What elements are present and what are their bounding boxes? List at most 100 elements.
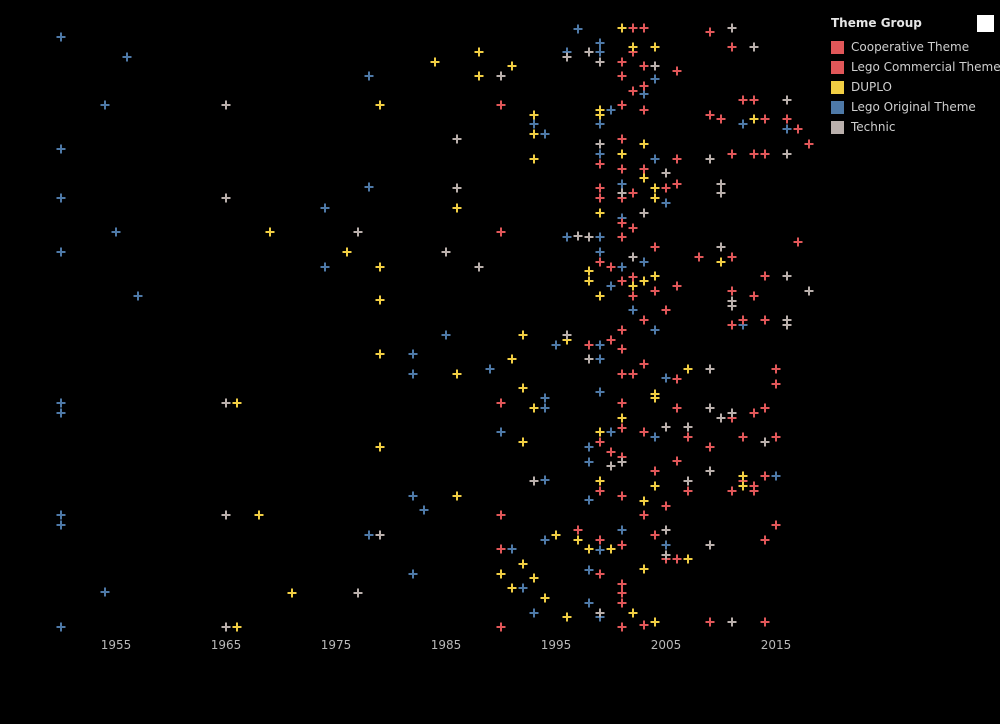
data-point[interactable]: [584, 442, 594, 452]
data-point[interactable]: [672, 456, 682, 466]
data-point[interactable]: [584, 232, 594, 242]
data-point[interactable]: [452, 491, 462, 501]
data-point[interactable]: [617, 369, 627, 379]
data-point[interactable]: [56, 144, 66, 154]
data-point[interactable]: [595, 159, 605, 169]
data-point[interactable]: [628, 223, 638, 233]
data-point[interactable]: [628, 86, 638, 96]
data-point[interactable]: [661, 540, 671, 550]
data-point[interactable]: [672, 554, 682, 564]
legend-item[interactable]: DUPLO: [831, 77, 996, 97]
data-point[interactable]: [584, 276, 594, 286]
data-point[interactable]: [661, 525, 671, 535]
data-point[interactable]: [650, 617, 660, 627]
data-point[interactable]: [782, 95, 792, 105]
data-point[interactable]: [595, 47, 605, 57]
data-point[interactable]: [661, 373, 671, 383]
data-point[interactable]: [529, 573, 539, 583]
data-point[interactable]: [749, 291, 759, 301]
data-point[interactable]: [661, 183, 671, 193]
data-point[interactable]: [639, 315, 649, 325]
data-point[interactable]: [320, 203, 330, 213]
data-point[interactable]: [716, 114, 726, 124]
data-point[interactable]: [518, 330, 528, 340]
data-point[interactable]: [639, 510, 649, 520]
data-point[interactable]: [595, 208, 605, 218]
data-point[interactable]: [562, 330, 572, 340]
data-point[interactable]: [628, 23, 638, 33]
data-point[interactable]: [639, 23, 649, 33]
data-point[interactable]: [573, 24, 583, 34]
data-point[interactable]: [529, 119, 539, 129]
data-point[interactable]: [100, 100, 110, 110]
data-point[interactable]: [639, 139, 649, 149]
data-point[interactable]: [639, 105, 649, 115]
data-point[interactable]: [496, 398, 506, 408]
data-point[interactable]: [793, 124, 803, 134]
data-point[interactable]: [738, 315, 748, 325]
data-point[interactable]: [353, 227, 363, 237]
data-point[interactable]: [650, 432, 660, 442]
data-point[interactable]: [705, 540, 715, 550]
data-point[interactable]: [661, 305, 671, 315]
data-point[interactable]: [617, 23, 627, 33]
data-point[interactable]: [705, 403, 715, 413]
data-point[interactable]: [375, 262, 385, 272]
data-point[interactable]: [111, 227, 121, 237]
data-point[interactable]: [562, 612, 572, 622]
data-point[interactable]: [375, 442, 385, 452]
data-point[interactable]: [584, 266, 594, 276]
data-point[interactable]: [518, 559, 528, 569]
data-point[interactable]: [661, 168, 671, 178]
data-point[interactable]: [595, 38, 605, 48]
data-point[interactable]: [56, 398, 66, 408]
data-point[interactable]: [584, 544, 594, 554]
data-point[interactable]: [716, 257, 726, 267]
data-point[interactable]: [595, 291, 605, 301]
data-point[interactable]: [474, 262, 484, 272]
data-point[interactable]: [364, 182, 374, 192]
data-point[interactable]: [452, 369, 462, 379]
data-point[interactable]: [496, 544, 506, 554]
data-point[interactable]: [408, 569, 418, 579]
data-point[interactable]: [518, 583, 528, 593]
data-point[interactable]: [617, 57, 627, 67]
data-point[interactable]: [573, 525, 583, 535]
data-point[interactable]: [760, 403, 770, 413]
data-point[interactable]: [595, 437, 605, 447]
data-point[interactable]: [595, 247, 605, 257]
data-point[interactable]: [705, 154, 715, 164]
data-point[interactable]: [683, 422, 693, 432]
data-point[interactable]: [584, 495, 594, 505]
data-point[interactable]: [595, 193, 605, 203]
data-point[interactable]: [430, 57, 440, 67]
data-point[interactable]: [705, 617, 715, 627]
data-point[interactable]: [727, 149, 737, 159]
data-point[interactable]: [738, 481, 748, 491]
data-point[interactable]: [639, 81, 649, 91]
data-point[interactable]: [617, 423, 627, 433]
data-point[interactable]: [650, 193, 660, 203]
data-point[interactable]: [782, 114, 792, 124]
data-point[interactable]: [672, 281, 682, 291]
data-point[interactable]: [727, 408, 737, 418]
data-point[interactable]: [628, 291, 638, 301]
data-point[interactable]: [56, 622, 66, 632]
data-point[interactable]: [705, 466, 715, 476]
data-point[interactable]: [749, 486, 759, 496]
data-point[interactable]: [672, 374, 682, 384]
data-point[interactable]: [672, 179, 682, 189]
data-point[interactable]: [617, 164, 627, 174]
data-point[interactable]: [507, 583, 517, 593]
data-point[interactable]: [617, 262, 627, 272]
data-point[interactable]: [56, 408, 66, 418]
data-point[interactable]: [738, 95, 748, 105]
data-point[interactable]: [749, 408, 759, 418]
data-point[interactable]: [749, 114, 759, 124]
data-point[interactable]: [628, 188, 638, 198]
data-point[interactable]: [760, 149, 770, 159]
data-point[interactable]: [628, 272, 638, 282]
data-point[interactable]: [507, 354, 517, 364]
data-point[interactable]: [760, 437, 770, 447]
data-point[interactable]: [474, 47, 484, 57]
